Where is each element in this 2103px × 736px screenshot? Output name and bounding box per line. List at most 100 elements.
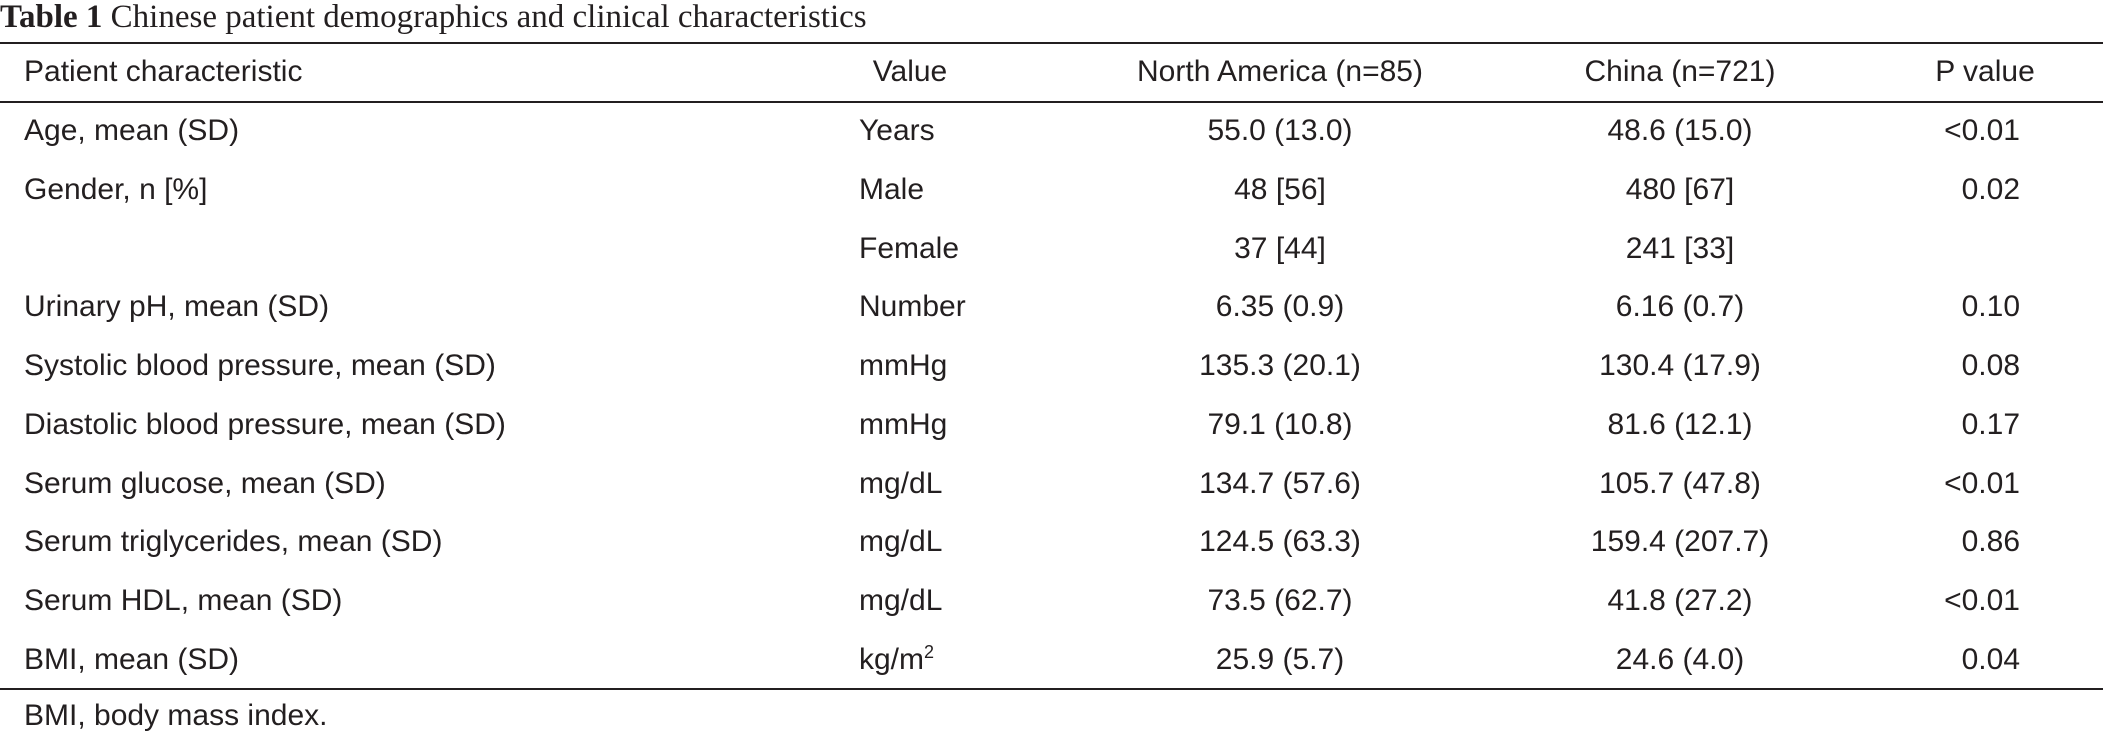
row-north-america-text: 25.9 (5.7)	[1215, 643, 1345, 676]
row-value-text: Male	[859, 173, 925, 206]
row-china: 241 [33]	[1590, 231, 1770, 267]
row-china: 41.8 (27.2)	[1590, 583, 1770, 619]
row-value-text: kg/m	[859, 643, 925, 676]
row-characteristic-text: Serum triglycerides, mean (SD)	[24, 525, 443, 558]
row-characteristic: Serum HDL, mean (SD)	[24, 583, 342, 619]
row-value: Male	[859, 172, 924, 208]
row-value: Years	[859, 113, 935, 149]
row-north-america-text: 55.0 (13.0)	[1207, 114, 1353, 147]
row-china: 6.16 (0.7)	[1590, 289, 1770, 325]
row-north-america: 55.0 (13.0)	[1190, 113, 1370, 149]
header-north-america: North America (n=85)	[1137, 55, 1423, 88]
table-caption-text: Chinese patient demographics and clinica…	[110, 0, 867, 35]
table-footnote: BMI, body mass index.	[24, 699, 328, 732]
row-p-value: 0.04	[1890, 642, 2020, 678]
row-china: 24.6 (4.0)	[1590, 642, 1770, 678]
header-china: China (n=721)	[1584, 55, 1776, 88]
row-north-america: 6.35 (0.9)	[1190, 289, 1370, 325]
header-p-value: P value	[1935, 55, 2035, 88]
header-patient-characteristic: Patient characteristic	[24, 55, 303, 88]
row-value: Number	[859, 289, 966, 325]
row-p-value: <0.01	[1890, 583, 2020, 619]
table-caption-label: Table 1	[0, 0, 103, 35]
row-p-value: <0.01	[1890, 113, 2020, 149]
row-characteristic: Serum triglycerides, mean (SD)	[24, 524, 442, 560]
table-top-rule	[0, 42, 2103, 44]
row-north-america: 79.1 (10.8)	[1190, 407, 1370, 443]
row-characteristic: Age, mean (SD)	[24, 113, 239, 149]
row-characteristic-text: Diastolic blood pressure, mean (SD)	[24, 408, 506, 441]
row-value-superscript: 2	[924, 642, 935, 662]
row-north-america: 134.7 (57.6)	[1190, 466, 1370, 502]
row-china: 159.4 (207.7)	[1590, 524, 1770, 560]
row-value-text: mmHg	[859, 349, 948, 382]
row-characteristic-text: Urinary pH, mean (SD)	[24, 290, 330, 323]
row-value: mmHg	[859, 407, 947, 443]
row-north-america: 124.5 (63.3)	[1190, 524, 1370, 560]
row-value: kg/m2	[859, 642, 934, 678]
row-north-america-text: 73.5 (62.7)	[1207, 584, 1353, 617]
row-china-text: 48.6 (15.0)	[1607, 114, 1753, 147]
row-value: mmHg	[859, 348, 947, 384]
row-north-america-text: 134.7 (57.6)	[1199, 467, 1361, 500]
row-characteristic-text: Age, mean (SD)	[24, 114, 240, 147]
row-china-text: 81.6 (12.1)	[1607, 408, 1753, 441]
row-value: mg/dL	[859, 466, 942, 502]
row-china: 105.7 (47.8)	[1590, 466, 1770, 502]
row-value-text: mmHg	[859, 408, 948, 441]
row-characteristic-text: Gender, n [%]	[24, 173, 208, 206]
row-p-value-text: <0.01	[1944, 114, 2020, 147]
row-north-america-text: 79.1 (10.8)	[1207, 408, 1353, 441]
row-value-text: Female	[859, 232, 960, 265]
row-p-value: 0.86	[1890, 524, 2020, 560]
row-north-america-text: 37 [44]	[1234, 232, 1326, 265]
row-china-text: 6.16 (0.7)	[1615, 290, 1745, 323]
row-p-value-text: 0.02	[1961, 173, 2020, 206]
row-characteristic: Diastolic blood pressure, mean (SD)	[24, 407, 506, 443]
row-p-value: 0.02	[1890, 172, 2020, 208]
row-p-value-text: <0.01	[1944, 467, 2020, 500]
row-china-text: 159.4 (207.7)	[1590, 525, 1770, 558]
row-p-value-text: <0.01	[1944, 584, 2020, 617]
row-value: mg/dL	[859, 524, 942, 560]
row-north-america: 48 [56]	[1190, 172, 1370, 208]
row-p-value-text: 0.17	[1961, 408, 2020, 441]
row-china: 48.6 (15.0)	[1590, 113, 1770, 149]
row-p-value-text: 0.08	[1961, 349, 2020, 382]
row-north-america-text: 124.5 (63.3)	[1199, 525, 1361, 558]
header-value: Value	[872, 55, 948, 88]
row-china: 130.4 (17.9)	[1590, 348, 1770, 384]
row-china-text: 241 [33]	[1625, 232, 1735, 265]
row-north-america-text: 135.3 (20.1)	[1199, 349, 1361, 382]
row-china-text: 41.8 (27.2)	[1607, 584, 1753, 617]
row-china-text: 105.7 (47.8)	[1599, 467, 1761, 500]
row-characteristic: BMI, mean (SD)	[24, 642, 239, 678]
row-p-value-text: 0.04	[1961, 643, 2020, 676]
row-characteristic: Systolic blood pressure, mean (SD)	[24, 348, 496, 384]
row-value-text: mg/dL	[859, 525, 943, 558]
row-china-text: 130.4 (17.9)	[1599, 349, 1761, 382]
row-value-text: Years	[859, 114, 935, 147]
row-p-value: 0.17	[1890, 407, 2020, 443]
table-caption: Table 1 Chinese patient demographics and…	[0, 0, 867, 38]
row-north-america: 73.5 (62.7)	[1190, 583, 1370, 619]
row-characteristic: Serum glucose, mean (SD)	[24, 466, 386, 502]
row-north-america: 37 [44]	[1190, 231, 1370, 267]
row-characteristic-text: Serum HDL, mean (SD)	[24, 584, 343, 617]
row-value-text: Number	[859, 290, 966, 323]
row-p-value: <0.01	[1890, 466, 2020, 502]
row-china: 81.6 (12.1)	[1590, 407, 1770, 443]
row-value-text: mg/dL	[859, 467, 943, 500]
row-value-text: mg/dL	[859, 584, 943, 617]
row-p-value: 0.08	[1890, 348, 2020, 384]
row-china: 480 [67]	[1590, 172, 1770, 208]
row-value: mg/dL	[859, 583, 942, 619]
row-north-america: 25.9 (5.7)	[1190, 642, 1370, 678]
row-p-value-text: 0.86	[1961, 525, 2020, 558]
row-characteristic: Gender, n [%]	[24, 172, 207, 208]
row-characteristic-text: Serum glucose, mean (SD)	[24, 467, 386, 500]
row-characteristic: Urinary pH, mean (SD)	[24, 289, 329, 325]
row-china-text: 24.6 (4.0)	[1615, 643, 1745, 676]
row-china-text: 480 [67]	[1625, 173, 1735, 206]
row-p-value-text: 0.10	[1961, 290, 2020, 323]
